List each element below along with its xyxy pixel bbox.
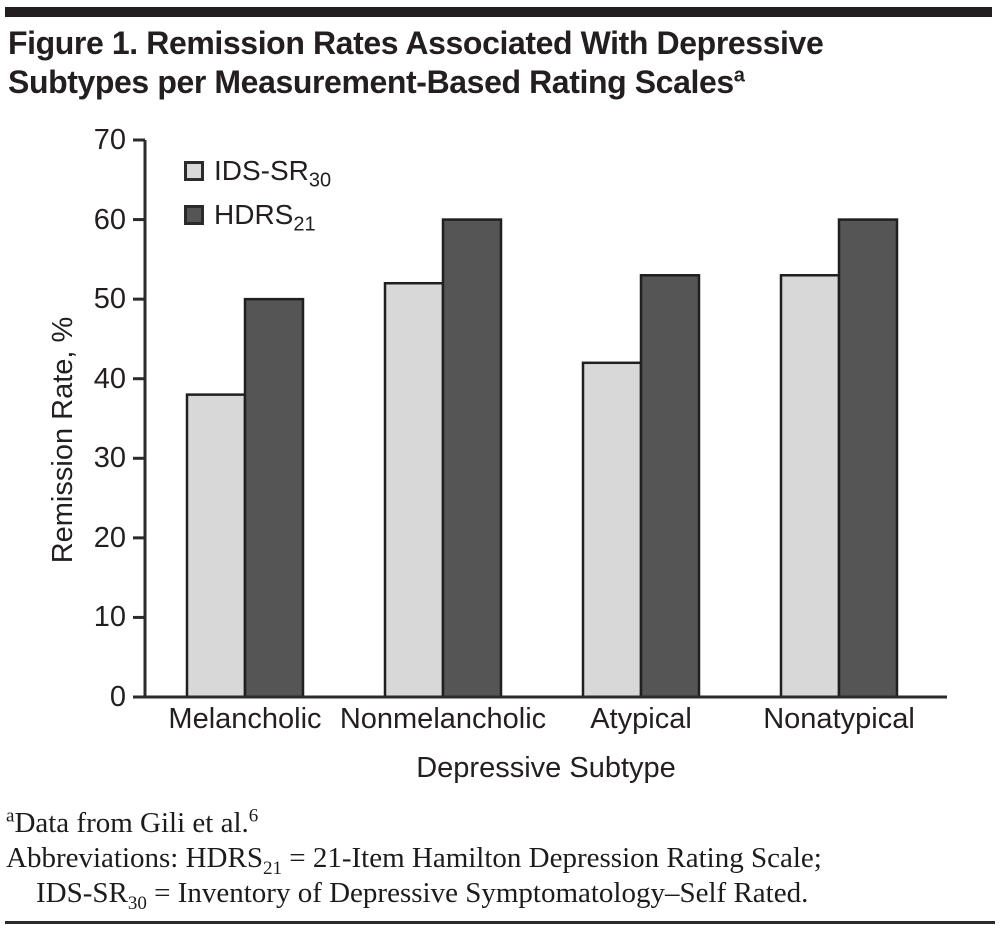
footnote-abbreviation-line1: Abbreviations: HDRS21 = 21-Item Hamilton… <box>6 841 996 879</box>
abbreviation-subscript: 21 <box>262 857 282 879</box>
legend-label-ids-sr30: IDS-SR30 <box>214 155 331 191</box>
y-tick-label-60: 60 <box>93 203 126 236</box>
legend-swatch-hdrs21 <box>184 205 204 225</box>
x-category-label-nonatypical: Nonatypical <box>763 703 915 735</box>
y-tick-label-40: 40 <box>93 362 126 395</box>
x-category-label-nonmelancholic: Nonmelancholic <box>339 703 547 735</box>
legend-swatch-ids-sr30 <box>184 161 204 181</box>
figure-title-superscript: a <box>733 64 745 87</box>
y-tick-label-20: 20 <box>93 521 126 554</box>
bar-nonatypical-ids-sr30 <box>779 274 841 699</box>
bar-melancholic-ids-sr30 <box>185 393 247 699</box>
y-tick-label-10: 10 <box>93 601 126 634</box>
bar-nonmelancholic-ids-sr30 <box>383 281 445 699</box>
footnote-source-line: aData from Gili et al.6 <box>6 806 996 841</box>
y-tick-label-0: 0 <box>109 681 126 713</box>
bar-atypical-hdrs21 <box>639 274 701 699</box>
y-tick-label-50: 50 <box>93 283 126 316</box>
abbreviation-text: Abbreviations: HDRS <box>6 842 263 874</box>
figure-bottom-rule <box>5 921 995 924</box>
footnote-reference-number: 6 <box>248 805 259 827</box>
footnote-marker: a <box>6 805 15 827</box>
x-category-label-atypical: Atypical <box>590 703 692 735</box>
footnote-source-text: Data from Gili et al. <box>14 807 249 839</box>
x-axis-label: Depressive Subtype <box>416 752 676 784</box>
legend-label-subscript: 21 <box>293 213 316 236</box>
legend-item-ids-sr30: IDS-SR30 <box>184 149 331 193</box>
figure-footnote: aData from Gili et al.6 Abbreviations: H… <box>6 806 996 914</box>
figure-title-line1: Figure 1. Remission Rates Associated Wit… <box>8 25 824 61</box>
legend-label-hdrs21: HDRS21 <box>214 199 316 235</box>
legend-item-hdrs21: HDRS21 <box>184 193 331 237</box>
figure-top-rule <box>5 7 992 17</box>
figure-title: Figure 1. Remission Rates Associated Wit… <box>8 24 968 102</box>
abbreviation-subscript: 30 <box>127 892 147 914</box>
legend-label-base: IDS-SR <box>214 155 309 186</box>
bar-melancholic-hdrs21 <box>243 297 305 699</box>
y-tick-label-30: 30 <box>93 442 126 475</box>
footnote-abbreviation-line2: IDS-SR30 = Inventory of Depressive Sympt… <box>6 876 996 914</box>
chart-legend: IDS-SR30 HDRS21 <box>184 149 331 237</box>
x-category-label-melancholic: Melancholic <box>168 703 322 735</box>
abbreviation-text: IDS-SR <box>36 877 128 909</box>
bar-nonatypical-hdrs21 <box>837 218 899 699</box>
bar-nonmelancholic-hdrs21 <box>441 218 503 699</box>
bar-atypical-ids-sr30 <box>581 361 643 699</box>
abbreviation-text: = 21-Item Hamilton Depression Rating Sca… <box>281 842 822 874</box>
legend-label-subscript: 30 <box>308 169 332 192</box>
abbreviation-text: = Inventory of Depressive Symptomatology… <box>146 877 809 909</box>
legend-label-base: HDRS <box>214 199 294 230</box>
figure-title-line2: Subtypes per Measurement-Based Rating Sc… <box>8 64 734 100</box>
y-tick-label-70: 70 <box>93 124 126 156</box>
